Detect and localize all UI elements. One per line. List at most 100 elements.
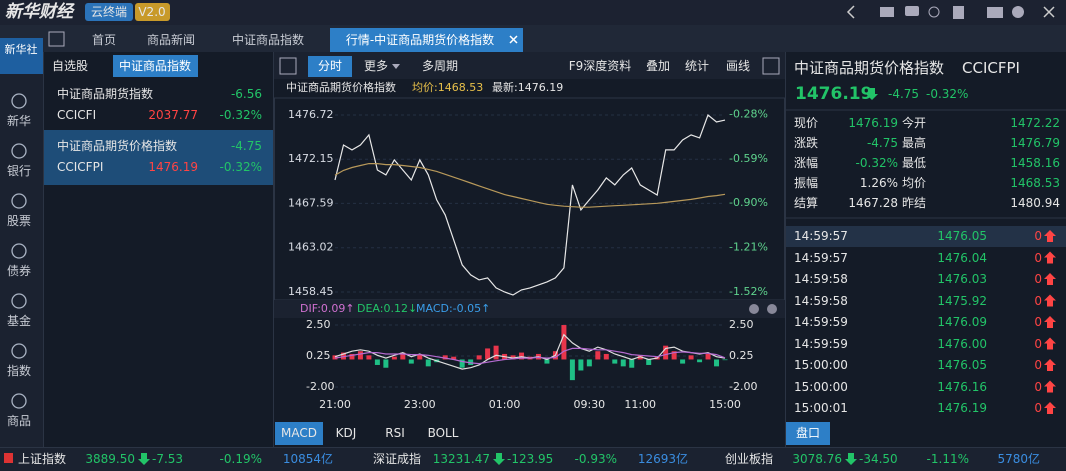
trade-time: 14:59:57 [794,229,848,243]
mail-icon[interactable] [880,7,894,17]
trade-volume: 0 [1034,250,1042,265]
layout-icon[interactable] [48,31,65,47]
indicator-tab[interactable]: KDJ [335,426,357,440]
indicator-tab[interactable]: MACD [281,426,317,440]
y-tick-label: 2.50 [306,318,331,331]
macd-bar [620,359,626,367]
sidebar-icon [11,243,27,259]
macd-bar [663,345,669,360]
watch-tab[interactable]: 中证商品指数 [118,59,192,73]
up-arrow [1044,273,1056,285]
stat-value: 1476.79 [1010,136,1060,150]
stat-value: 1458.16 [1010,156,1060,170]
y2-tick-label: -0.28% [729,107,768,120]
watch-tab[interactable]: 自选股 [52,59,89,73]
shirt-icon[interactable] [987,7,1003,18]
tool-btn[interactable]: 画线 [725,59,751,73]
y-tick-label: -2.00 [306,380,334,393]
index-change: -123.95 [507,452,554,466]
sidebar-item[interactable]: 商品 [6,414,32,428]
up-arrow [1044,251,1056,264]
indicator-tab[interactable]: BOLL [427,426,459,440]
macd-bar [417,353,423,360]
x-tick-label: 21:00 [319,398,351,411]
macd-bar [637,355,643,360]
tool-btn[interactable]: 统计 [684,59,710,73]
index-amount: 5780亿 [997,452,1040,466]
macd-bar [603,353,609,360]
y2-tick-label: -1.52% [729,285,768,298]
up-arrow [1044,230,1056,242]
macd-bar [391,356,397,360]
tab[interactable]: 中证商品指数 [231,33,305,47]
tab[interactable]: 商品新闻 [146,33,196,47]
macd-bar [468,359,474,365]
index-name: 上证指数 [18,452,67,466]
macd-bar [400,352,406,360]
period-btn[interactable]: 分时 [317,59,343,73]
index-price: 3078.76 [792,452,842,466]
sidebar-item[interactable]: 股票 [6,214,32,228]
quote-name: 中证商品期货价格指数 [794,59,945,77]
index-name: 深证成指 [373,452,422,466]
sidebar-icon [11,393,27,409]
settings-icon[interactable] [1012,6,1024,18]
y2-tick-label: -0.59% [729,152,768,165]
panel-icon-right[interactable] [762,57,780,75]
tab-close[interactable] [509,35,518,44]
sidebar-item[interactable]: 基金 [6,314,32,328]
sidebar-item[interactable]: 债券 [6,264,32,278]
logo: 新华财经 [5,2,73,22]
back-icon[interactable] [846,5,855,19]
version-pill [135,3,170,21]
trade-time: 14:59:57 [794,250,848,265]
panel-icon[interactable] [279,57,297,75]
tool-btn[interactable]: F9深度资料 [568,59,632,73]
trade-price: 1475.92 [937,293,987,308]
sidebar-logo: 新华社 [4,43,38,56]
macd-label: MACD:-0.05↑ [416,302,490,315]
trade-volume: 0 [1034,401,1042,415]
macd-bar [519,352,525,360]
sidebar-item[interactable]: 指数 [6,364,32,378]
macd-bar [442,355,448,360]
close-icon[interactable] [1043,6,1055,18]
trade-time: 14:59:59 [794,336,848,351]
tab[interactable]: 行情-中证商品期货价格指数 [345,33,495,47]
trade-time: 15:00:00 [794,358,848,372]
macd-bar [578,359,584,371]
quote-change: -4.75 [888,87,920,101]
note-icon[interactable] [953,6,964,19]
period-btn[interactable]: 更多 [363,59,389,73]
share-icon[interactable] [928,6,940,18]
chat-icon[interactable] [905,6,919,16]
index-pct: -1.11% [926,452,969,466]
series-line [334,163,726,208]
sidebar-item[interactable]: 新华 [6,114,32,128]
down-arrow [845,453,857,465]
chart-title: 中证商品期货价格指数 [286,80,396,94]
stock-price: 2037.77 [148,108,198,122]
tab[interactable]: 首页 [91,33,117,47]
stat-label: 最低 [902,156,927,170]
macd-bar [671,351,677,360]
period-btn[interactable]: 多周期 [421,59,459,73]
sidebar-item[interactable]: 银行 [6,164,32,178]
stat-value: 1476.19 [848,116,898,130]
tool-btn[interactable]: 叠加 [645,59,671,73]
y2-tick-label: 0.25 [729,349,754,362]
trade-volume: 0 [1034,336,1042,351]
stat-label: 结算 [794,196,819,210]
stock-name[interactable]: 中证商品期货指数 [57,87,154,101]
macd-bar [595,351,601,360]
trade-price: 1476.05 [937,229,987,243]
macd-bar [451,356,457,360]
macd-bar [349,353,355,360]
index-pct: -0.93% [574,452,617,466]
stock-name[interactable]: 中证商品期货价格指数 [57,139,178,153]
depth-tab[interactable]: 盘口 [795,426,821,440]
indicator-tab[interactable]: RSI [385,426,405,440]
macd-bar [485,348,491,360]
macd-bar [544,359,550,364]
